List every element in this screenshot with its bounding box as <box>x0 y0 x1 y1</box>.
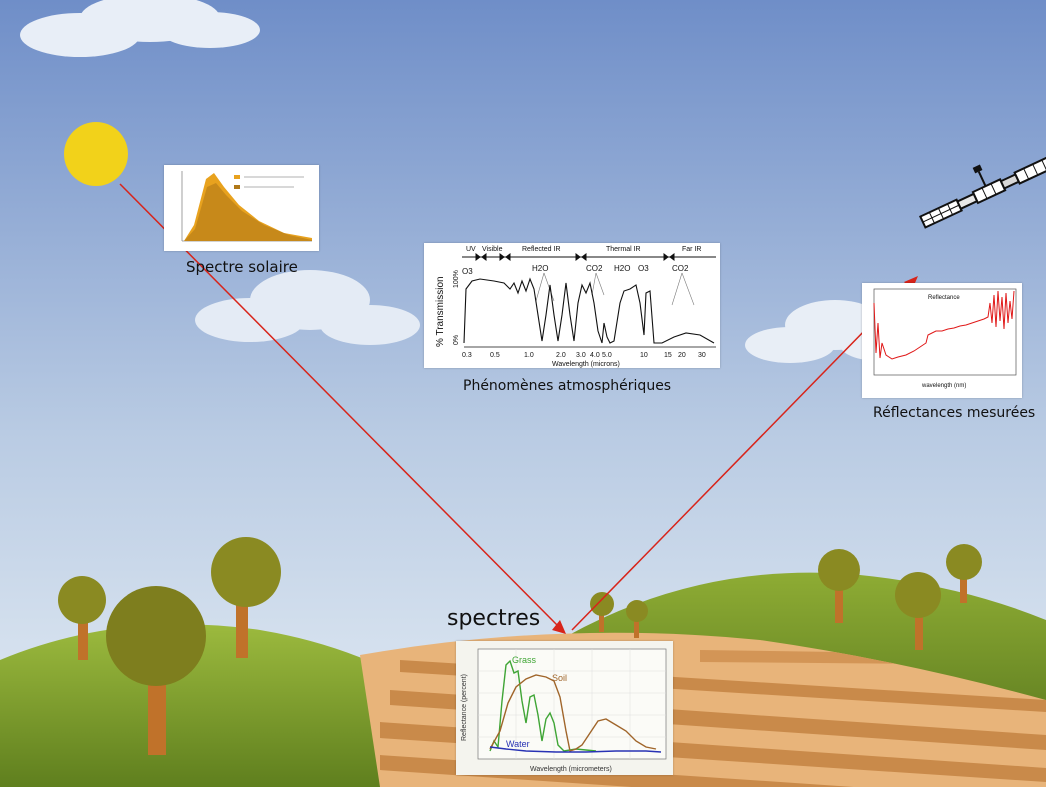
spectra-xlabel: Wavelength (micrometers) <box>530 766 612 773</box>
xtick-3-0: 3.0 <box>576 352 586 359</box>
solar-spectrum-thumbnail <box>164 165 319 251</box>
band-reflected-ir: Reflected IR <box>522 246 561 253</box>
transmission-curve <box>463 277 715 344</box>
gas-o3-1: O3 <box>462 267 473 276</box>
reflectance-curve <box>873 290 1015 360</box>
atmospheric-phenomena-label: Phénomènes atmosphériques <box>463 378 672 394</box>
spectra-ylabel: Reflectance (percent) <box>461 674 468 741</box>
spectra-label: spectres <box>447 606 541 631</box>
xtick-0-5: 0.5 <box>490 352 500 359</box>
solar-spectrum-label: Spectre solaire <box>186 258 298 276</box>
xtick-20: 20 <box>678 352 686 359</box>
gas-co2-2: CO2 <box>672 264 689 273</box>
xtick-1-0: 1.0 <box>524 352 534 359</box>
gas-labels: O3 H2O CO2 H2O O3 CO2 <box>462 264 689 276</box>
xtick-4-0: 4.0 <box>590 352 600 359</box>
xtick-30: 30 <box>698 352 706 359</box>
cloud-top-left <box>20 0 260 57</box>
band-thermal-ir: Thermal IR <box>606 246 641 253</box>
reflect-xlabel: wavelength (nm) <box>921 383 966 389</box>
measured-reflectance-thumbnail: Reflectance wavelength (nm) <box>862 283 1022 398</box>
band-far-ir: Far IR <box>682 246 701 253</box>
incoming-ray-arrowhead <box>552 620 566 634</box>
series-water: Water <box>506 739 530 749</box>
grass-curve <box>489 659 597 752</box>
spectra-reflectance-chart: Reflectance (percent) Wavelength (microm… <box>456 641 673 775</box>
gas-co2-1: CO2 <box>586 264 603 273</box>
tree-right-1 <box>818 549 860 623</box>
measured-reflectance-label: Réflectances mesurées <box>873 405 1036 421</box>
atmos-xticks: 0.3 0.5 1.0 2.0 3.0 4.0 5.0 10 15 20 30 <box>462 352 706 359</box>
soil-curve <box>489 674 657 752</box>
tree-right-2 <box>895 572 941 650</box>
xtick-5-0: 5.0 <box>602 352 612 359</box>
xtick-0-3: 0.3 <box>462 352 472 359</box>
cloud-middle <box>195 270 420 345</box>
water-curve <box>489 746 662 753</box>
tree-left-tall <box>211 537 281 658</box>
band-uv: UV <box>466 246 476 253</box>
xtick-2-0: 2.0 <box>556 352 566 359</box>
incoming-ray <box>119 183 561 629</box>
gas-h2o-2: H2O <box>614 264 630 273</box>
atmospheric-transmission-chart: UV Visible Reflected IR Thermal IR Far I… <box>424 243 720 368</box>
gas-h2o-1: H2O <box>532 264 548 273</box>
reflected-ray <box>571 281 913 631</box>
satellite-icon <box>918 154 1046 229</box>
atmos-xlabel: Wavelength (microns) <box>552 361 620 368</box>
gas-o3-2: O3 <box>638 264 649 273</box>
tree-mid-1 <box>590 592 614 632</box>
tree-mid-2 <box>626 600 648 638</box>
series-soil: Soil <box>552 673 567 683</box>
xtick-10: 10 <box>640 352 648 359</box>
band-labels: UV Visible Reflected IR Thermal IR Far I… <box>466 246 701 253</box>
xtick-15: 15 <box>664 352 672 359</box>
atmos-ylabel: % Transmission <box>435 276 446 347</box>
atmos-ytick-bottom: 0% <box>453 335 460 345</box>
sun <box>64 122 128 186</box>
atmos-ytick-top: 100% <box>453 270 460 288</box>
reflect-title: Reflectance <box>928 295 960 301</box>
series-grass: Grass <box>512 655 537 665</box>
tree-left-big <box>106 586 206 755</box>
band-visible: Visible <box>482 246 503 253</box>
tree-left-small <box>58 576 106 660</box>
tree-right-3 <box>946 544 982 603</box>
